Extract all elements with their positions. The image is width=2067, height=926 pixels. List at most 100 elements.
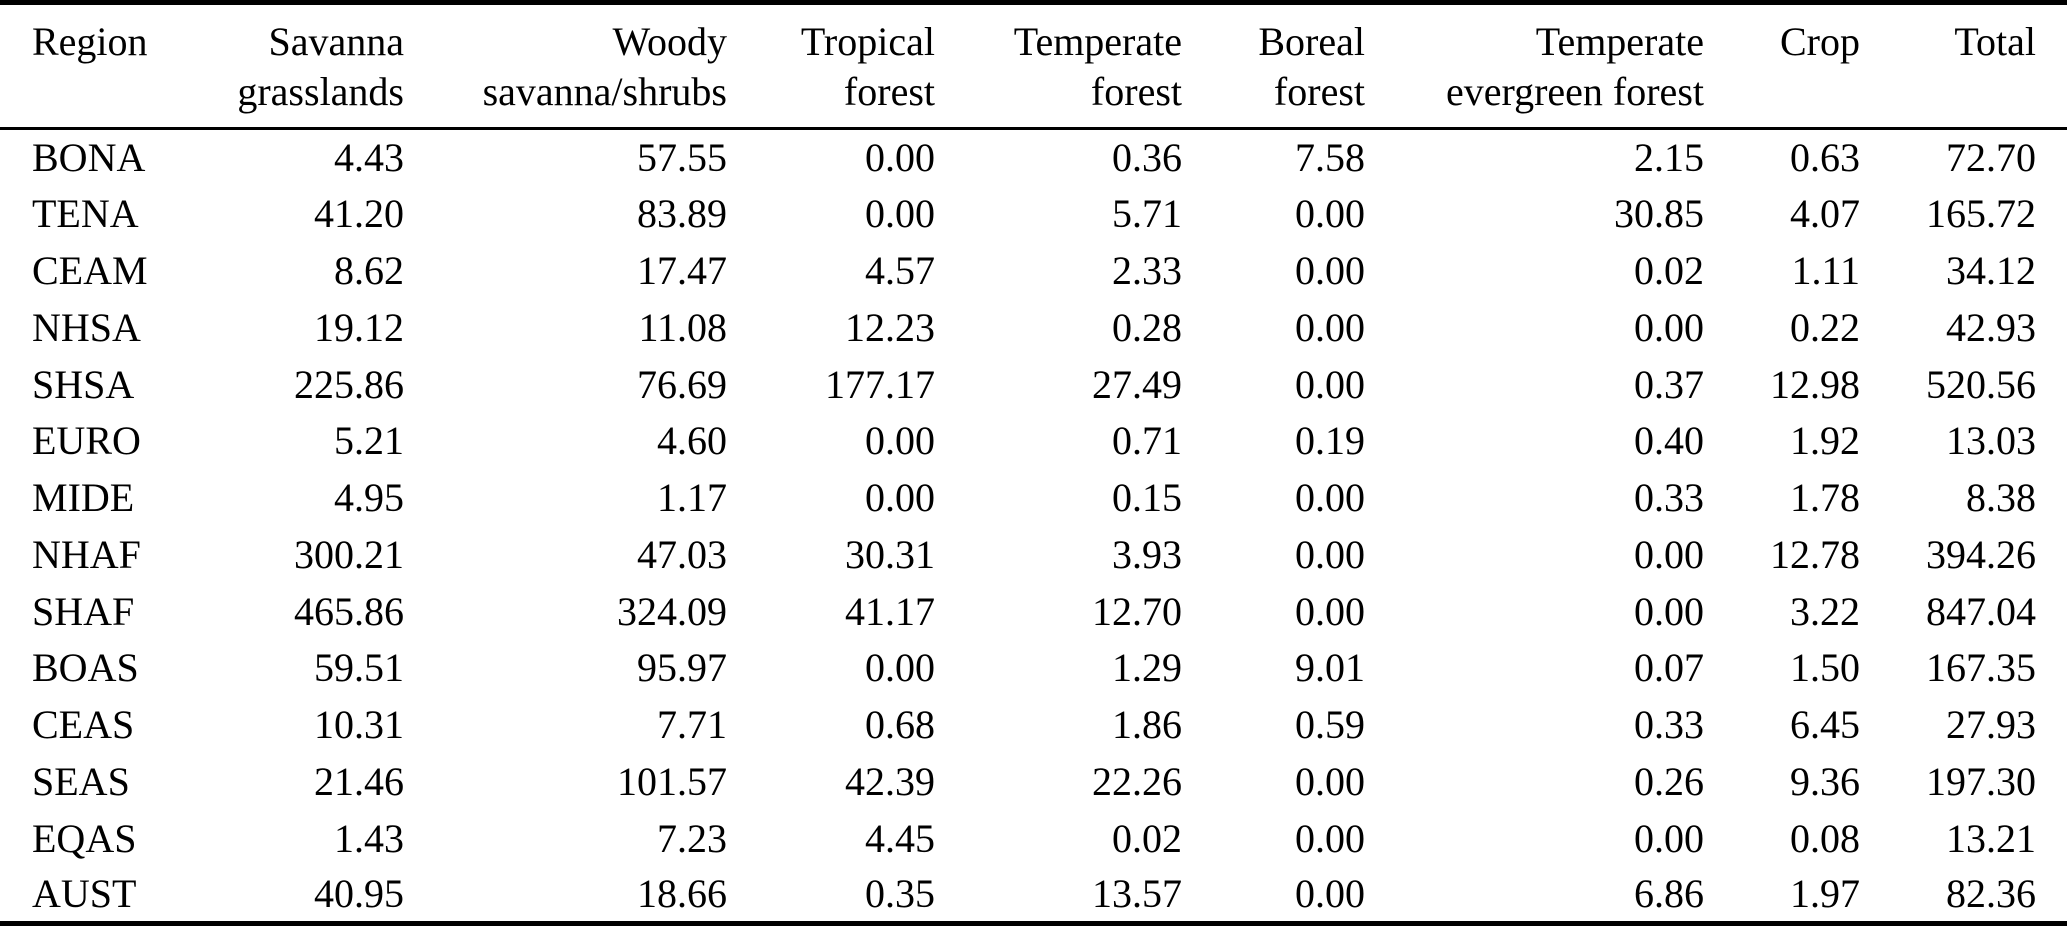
value-cell: 1.86 <box>1112 702 1182 748</box>
value-cell: 2.15 <box>1634 135 1704 181</box>
value-cell: 7.71 <box>657 702 727 748</box>
header-line: Savanna <box>268 19 404 64</box>
value-cell: 4.57 <box>865 247 935 293</box>
value-cell: 7.23 <box>657 815 727 861</box>
value-cell: 1.43 <box>334 815 404 861</box>
value-cell: 0.00 <box>1295 475 1365 521</box>
value-cell: 0.00 <box>1634 304 1704 350</box>
value-cell: 165.72 <box>1926 191 2036 237</box>
table-row: SHAF 465.86 324.09 41.17 12.70 0.00 0.00… <box>0 583 2067 640</box>
region-cell: BONA <box>32 135 146 181</box>
value-cell: 0.37 <box>1634 361 1704 407</box>
table-row: SHSA 225.86 76.69 177.17 27.49 0.00 0.37… <box>0 356 2067 413</box>
value-cell: 0.00 <box>865 475 935 521</box>
value-cell: 0.08 <box>1790 815 1860 861</box>
value-cell: 72.70 <box>1946 135 2036 181</box>
header-line: evergreen forest <box>1445 69 1704 114</box>
value-cell: 40.95 <box>314 871 404 917</box>
value-cell: 0.33 <box>1634 702 1704 748</box>
value-cell: 41.20 <box>314 191 404 237</box>
value-cell: 0.00 <box>1295 815 1365 861</box>
value-cell: 8.38 <box>1966 475 2036 521</box>
value-cell: 0.07 <box>1634 645 1704 691</box>
table-row: NHAF 300.21 47.03 30.31 3.93 0.00 0.00 1… <box>0 526 2067 583</box>
value-cell: 13.21 <box>1946 815 2036 861</box>
header-line: Tropical <box>800 19 935 64</box>
value-cell: 1.50 <box>1790 645 1860 691</box>
value-cell: 0.71 <box>1112 418 1182 464</box>
value-cell: 5.21 <box>334 418 404 464</box>
col-header-total: Total <box>1860 3 2067 129</box>
col-header-boreal-forest: Boreal forest <box>1182 3 1365 129</box>
value-cell: 30.31 <box>845 531 935 577</box>
value-cell: 0.22 <box>1790 304 1860 350</box>
region-cell: SEAS <box>32 758 130 804</box>
region-cell: EURO <box>32 418 141 464</box>
value-cell: 8.62 <box>334 247 404 293</box>
value-cell: 0.00 <box>1634 815 1704 861</box>
value-cell: 101.57 <box>617 758 727 804</box>
table-row: NHSA 19.12 11.08 12.23 0.28 0.00 0.00 0.… <box>0 299 2067 356</box>
table-row: BOAS 59.51 95.97 0.00 1.29 9.01 0.07 1.5… <box>0 640 2067 697</box>
value-cell: 3.93 <box>1112 531 1182 577</box>
value-cell: 13.03 <box>1946 418 2036 464</box>
value-cell: 13.57 <box>1092 871 1182 917</box>
value-cell: 0.33 <box>1634 475 1704 521</box>
value-cell: 21.46 <box>314 758 404 804</box>
value-cell: 0.00 <box>1634 531 1704 577</box>
value-cell: 41.17 <box>845 588 935 634</box>
value-cell: 0.00 <box>1295 304 1365 350</box>
value-cell: 0.15 <box>1112 475 1182 521</box>
value-cell: 0.68 <box>865 702 935 748</box>
value-cell: 1.11 <box>1791 247 1860 293</box>
value-cell: 300.21 <box>294 531 404 577</box>
col-header-temperate-evergreen-forest: Temperate evergreen forest <box>1365 3 1704 129</box>
region-cell: CEAS <box>32 702 135 748</box>
value-cell: 0.63 <box>1790 135 1860 181</box>
value-cell: 0.00 <box>1295 247 1365 293</box>
table-row: CEAM 8.62 17.47 4.57 2.33 0.00 0.02 1.11… <box>0 242 2067 299</box>
value-cell: 0.59 <box>1295 702 1365 748</box>
value-cell: 1.17 <box>657 475 727 521</box>
col-header-savanna-grasslands: Savanna grasslands <box>120 3 404 129</box>
value-cell: 95.97 <box>637 645 727 691</box>
value-cell: 177.17 <box>825 361 935 407</box>
header-line: Boreal <box>1258 19 1365 64</box>
header-line: forest <box>1273 69 1365 114</box>
table-row: CEAS 10.31 7.71 0.68 1.86 0.59 0.33 6.45… <box>0 696 2067 753</box>
value-cell: 57.55 <box>637 135 727 181</box>
col-header-tropical-forest: Tropical forest <box>727 3 935 129</box>
value-cell: 0.00 <box>1295 361 1365 407</box>
value-cell: 0.00 <box>865 418 935 464</box>
value-cell: 0.02 <box>1634 247 1704 293</box>
value-cell: 1.92 <box>1790 418 1860 464</box>
value-cell: 1.78 <box>1790 475 1860 521</box>
value-cell: 6.86 <box>1634 871 1704 917</box>
table-row: MIDE 4.95 1.17 0.00 0.15 0.00 0.33 1.78 … <box>0 469 2067 526</box>
value-cell: 59.51 <box>314 645 404 691</box>
value-cell: 0.00 <box>865 645 935 691</box>
value-cell: 847.04 <box>1926 588 2036 634</box>
value-cell: 6.45 <box>1790 702 1860 748</box>
value-cell: 12.78 <box>1770 531 1860 577</box>
region-cell: BOAS <box>32 645 139 691</box>
value-cell: 9.01 <box>1295 645 1365 691</box>
value-cell: 42.39 <box>845 758 935 804</box>
table-row: TENA 41.20 83.89 0.00 5.71 0.00 30.85 4.… <box>0 185 2067 242</box>
value-cell: 11.08 <box>638 304 727 350</box>
value-cell: 0.26 <box>1634 758 1704 804</box>
value-cell: 10.31 <box>314 702 404 748</box>
value-cell: 12.70 <box>1092 588 1182 634</box>
col-header-woody-savanna-shrubs: Woody savanna/shrubs <box>404 3 727 129</box>
value-cell: 7.58 <box>1295 135 1365 181</box>
value-cell: 0.00 <box>865 135 935 181</box>
value-cell: 4.43 <box>334 135 404 181</box>
value-cell: 17.47 <box>637 247 727 293</box>
value-cell: 12.98 <box>1770 361 1860 407</box>
value-cell: 2.33 <box>1112 247 1182 293</box>
value-cell: 12.23 <box>845 304 935 350</box>
value-cell: 83.89 <box>637 191 727 237</box>
header-line: Temperate <box>1013 19 1182 64</box>
value-cell: 0.00 <box>1295 191 1365 237</box>
